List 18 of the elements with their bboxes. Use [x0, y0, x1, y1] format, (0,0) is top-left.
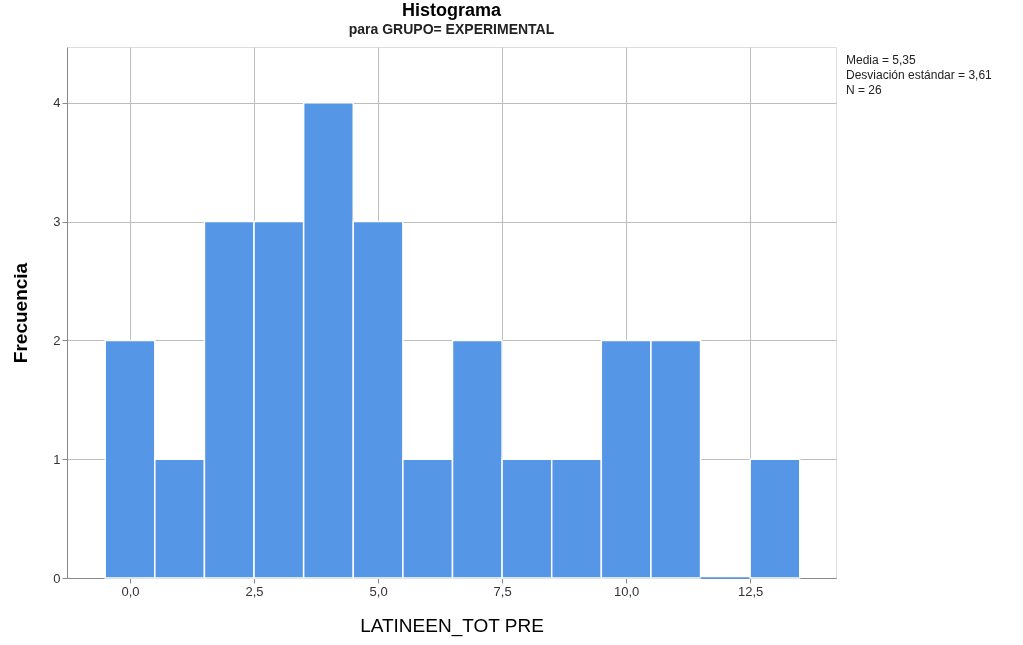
x-tick-label: 5,0 [369, 583, 388, 599]
x-tick-label: 12,5 [738, 583, 764, 599]
y-tick-label: 3 [53, 214, 61, 230]
y-tick-label: 4 [53, 95, 61, 111]
y-axis-title: Frecuencia [10, 262, 32, 364]
chart-title: Histograma [401, 0, 502, 20]
chart-subtitle: para GRUPO= EXPERIMENTAL [348, 21, 555, 37]
y-tick-label: 2 [53, 332, 61, 348]
x-tick-label: 10,0 [613, 583, 640, 599]
x-tick-label: 2,5 [245, 583, 264, 599]
text: N = 26 [846, 83, 883, 97]
y-tick-label: 0 [53, 570, 61, 586]
x-tick-label: 0,0 [121, 583, 140, 599]
x-tick-label: 7,5 [493, 583, 512, 599]
text: Desviación estándar = 3,61 [846, 68, 993, 82]
y-tick-label: 1 [53, 451, 61, 467]
x-axis-title: LATINEEN_TOT PRE [360, 614, 544, 637]
text: Media = 5,35 [846, 53, 917, 67]
